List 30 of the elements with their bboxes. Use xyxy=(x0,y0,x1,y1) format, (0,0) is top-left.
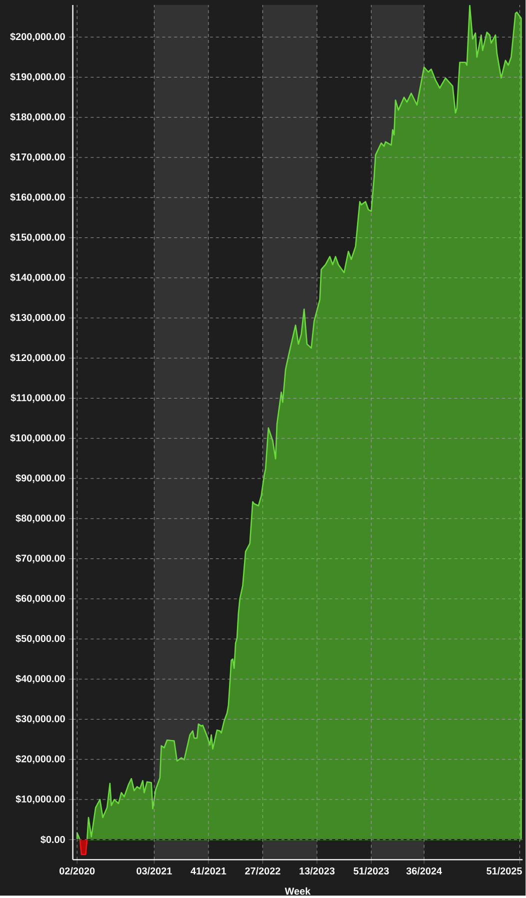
x-tick-label: 13/2023 xyxy=(300,867,335,875)
y-tick-label: $30,000.00 xyxy=(16,714,66,724)
y-tick-label: $40,000.00 xyxy=(16,674,66,684)
y-tick-label: $120,000.00 xyxy=(10,354,66,363)
y-tick-label: $160,000.00 xyxy=(10,193,66,202)
x-tick-label: 36/2024 xyxy=(406,867,442,875)
y-tick-label: $100,000.00 xyxy=(10,434,66,443)
y-tick-label: $90,000.00 xyxy=(16,474,66,483)
y-tick-label: $110,000.00 xyxy=(10,394,66,403)
y-tick-label: $150,000.00 xyxy=(10,233,66,242)
y-tick-label: $190,000.00 xyxy=(10,72,66,82)
x-tick-label: 27/2022 xyxy=(245,867,280,875)
y-tick-label: $170,000.00 xyxy=(10,153,66,162)
y-tick-label: $80,000.00 xyxy=(16,514,66,524)
y-tick-label: $10,000.00 xyxy=(16,795,66,804)
x-tick-label: 41/2021 xyxy=(190,867,226,875)
y-tick-label: $50,000.00 xyxy=(16,634,66,644)
y-tick-label: $130,000.00 xyxy=(10,314,66,322)
x-tick-label: 51/2025 xyxy=(486,867,522,875)
y-tick-label: $20,000.00 xyxy=(16,754,66,764)
y-tick-label: $200,000.00 xyxy=(10,32,66,42)
y-tick-label: $60,000.00 xyxy=(16,594,66,604)
x-tick-label: 02/2020 xyxy=(60,867,95,875)
x-axis-title: Week xyxy=(285,887,311,895)
y-tick-label: $140,000.00 xyxy=(10,273,66,282)
y-tick-label: $70,000.00 xyxy=(16,554,66,564)
y-tick-label: $180,000.00 xyxy=(10,112,66,122)
y-tick-label: $0.00 xyxy=(40,836,66,844)
x-tick-label: 03/2021 xyxy=(136,867,172,875)
x-tick-label: 51/2023 xyxy=(354,867,390,875)
